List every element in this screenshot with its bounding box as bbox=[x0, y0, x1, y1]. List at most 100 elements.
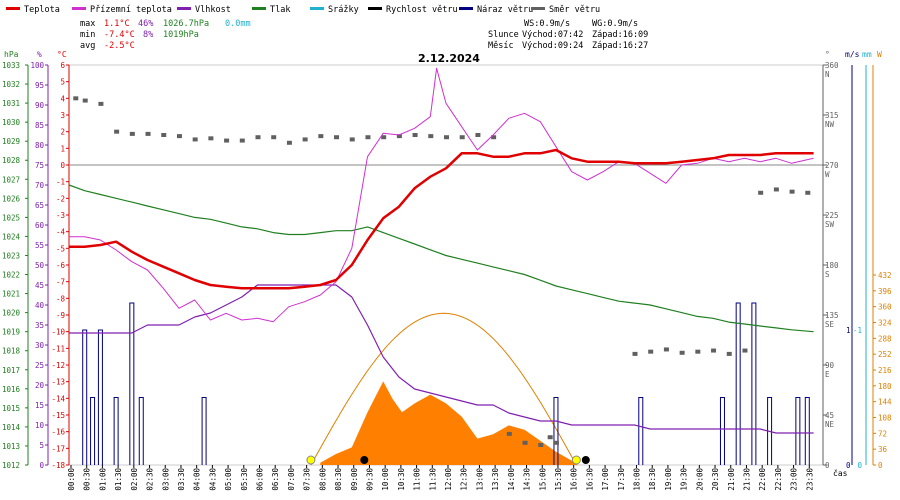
temperature-tick-label: -18 bbox=[51, 461, 65, 470]
chart-title: 2.12.2024 bbox=[418, 52, 480, 65]
x-tick-label: 19:30 bbox=[680, 468, 689, 491]
legend-entry: Rychlost větru bbox=[386, 5, 458, 15]
x-tick-label: 00:30 bbox=[83, 468, 92, 491]
temperature-tick-label: -15 bbox=[51, 411, 65, 420]
humidity-tick-label: 80 bbox=[35, 141, 45, 150]
sun-rise: Východ:07:42 bbox=[522, 30, 583, 40]
x-tick-label: 01:30 bbox=[114, 468, 123, 491]
direction-tick-compass: W bbox=[825, 170, 830, 179]
humidity-tick-label: 70 bbox=[35, 181, 45, 190]
legend-swatch bbox=[6, 7, 20, 10]
x-tick-label: 03:00 bbox=[161, 468, 170, 491]
wind-direction-point bbox=[161, 133, 167, 137]
wind-direction-point bbox=[679, 350, 685, 355]
stat-max-press: 1026.7hPa bbox=[163, 19, 209, 29]
direction-tick-label: 180 bbox=[825, 261, 839, 270]
temperature-tick-label: -2 bbox=[56, 194, 65, 203]
wind-direction-point bbox=[286, 140, 292, 145]
wind-gust-mark bbox=[638, 397, 644, 465]
wind-gust-mark bbox=[201, 397, 207, 465]
wind-direction-point bbox=[239, 138, 245, 143]
temperature-tick-label: -5 bbox=[56, 244, 65, 253]
temperature-tick-label: -12 bbox=[51, 361, 65, 370]
wind-direction-point bbox=[547, 435, 553, 440]
x-tick-label: 17:00 bbox=[601, 468, 610, 491]
x-axis-label: čas bbox=[833, 468, 848, 478]
humidity-tick-label: 25 bbox=[35, 361, 44, 370]
x-tick-label: 12:00 bbox=[444, 468, 453, 491]
wind-direction-point bbox=[224, 138, 230, 143]
humidity-tick-label: 100 bbox=[30, 61, 44, 70]
solar-tick-label: 396 bbox=[878, 287, 892, 296]
x-tick-label: 02:30 bbox=[146, 468, 155, 491]
direction-tick-label: 225 bbox=[825, 211, 839, 220]
wind-direction-point bbox=[632, 351, 638, 356]
wind-direction-point bbox=[711, 348, 717, 353]
wind-gust-mark bbox=[90, 397, 96, 465]
wind-gust-mark bbox=[82, 329, 88, 465]
humidity-tick-label: 20 bbox=[35, 381, 45, 390]
pressure-tick-label: 1020 bbox=[2, 309, 21, 318]
speed-tick-label: 0 bbox=[846, 461, 851, 470]
wind-gust-mark bbox=[735, 302, 741, 465]
wind-direction-point bbox=[334, 135, 340, 140]
solar-tick-label: 144 bbox=[878, 398, 892, 407]
x-tick-label: 15:00 bbox=[538, 468, 547, 491]
wind-direction-point bbox=[773, 187, 779, 192]
wind-gust-mark bbox=[97, 329, 103, 465]
wind-direction-point bbox=[726, 351, 732, 356]
wind-direction-point bbox=[742, 348, 748, 353]
wind-gust-mark bbox=[719, 397, 725, 465]
x-tick-label: 05:30 bbox=[240, 468, 249, 491]
x-tick-label: 11:00 bbox=[413, 468, 422, 491]
sun-set: Západ:16:09 bbox=[592, 30, 648, 40]
stat-max-temp: 1.1°C bbox=[104, 19, 130, 29]
axes: 1012101310141015101610171018101910201021… bbox=[2, 61, 892, 491]
temperature-tick-label: -8 bbox=[56, 294, 66, 303]
legend-swatch bbox=[531, 7, 545, 10]
x-tick-label: 13:30 bbox=[491, 468, 500, 491]
pressure-tick-label: 1023 bbox=[2, 251, 20, 260]
x-tick-label: 06:30 bbox=[271, 468, 280, 491]
temperature-tick-label: -14 bbox=[51, 394, 65, 403]
direction-tick-label: 0 bbox=[825, 461, 830, 470]
x-tick-label: 12:30 bbox=[460, 468, 469, 491]
direction-tick-label: 360 bbox=[825, 61, 839, 70]
solar-tick-label: 252 bbox=[878, 350, 892, 359]
wind-direction-point bbox=[255, 135, 261, 140]
direction-tick-label: 135 bbox=[825, 311, 839, 320]
sun-label: Slunce bbox=[488, 30, 519, 40]
x-tick-label: 14:30 bbox=[523, 468, 532, 491]
pressure-tick-label: 1017 bbox=[2, 366, 20, 375]
x-tick-label: 02:00 bbox=[130, 468, 139, 491]
wind-direction-point bbox=[412, 133, 418, 137]
pressure-tick-label: 1018 bbox=[2, 347, 21, 356]
wind-direction-point bbox=[82, 98, 88, 103]
x-tick-label: 15:30 bbox=[554, 468, 563, 491]
pressure-tick-label: 1021 bbox=[2, 290, 20, 299]
legend-swatch bbox=[310, 7, 324, 10]
wind-direction-point bbox=[506, 431, 512, 436]
x-tick-label: 18:00 bbox=[633, 468, 642, 491]
temperature-tick-label: 0 bbox=[60, 161, 65, 170]
legend-entry: Srážky bbox=[328, 5, 359, 15]
direction-tick-label: 90 bbox=[825, 361, 835, 370]
solar-tick-label: 216 bbox=[878, 366, 892, 375]
pressure-tick-label: 1030 bbox=[2, 118, 21, 127]
wind-gust-mark bbox=[751, 302, 757, 465]
wind-direction-point bbox=[145, 131, 151, 136]
x-tick-label: 08:00 bbox=[318, 468, 327, 491]
wind-direction-point bbox=[73, 96, 79, 101]
stat-min-temp: -7.4°C bbox=[104, 30, 135, 40]
humidity-tick-label: 65 bbox=[35, 201, 44, 210]
pressure-tick-label: 1022 bbox=[2, 271, 20, 280]
series-line-p-zemn-teplota bbox=[69, 67, 814, 323]
temperature-tick-label: -1 bbox=[56, 178, 65, 187]
temperature-tick-label: 1 bbox=[60, 144, 65, 153]
temperature-tick-label: -11 bbox=[51, 344, 65, 353]
humidity-tick-label: 75 bbox=[35, 161, 44, 170]
temperature-tick-label: -6 bbox=[56, 261, 66, 270]
x-tick-label: 16:30 bbox=[585, 468, 594, 491]
temperature-tick-label: 4 bbox=[60, 94, 65, 103]
wind-direction-point bbox=[349, 137, 355, 142]
